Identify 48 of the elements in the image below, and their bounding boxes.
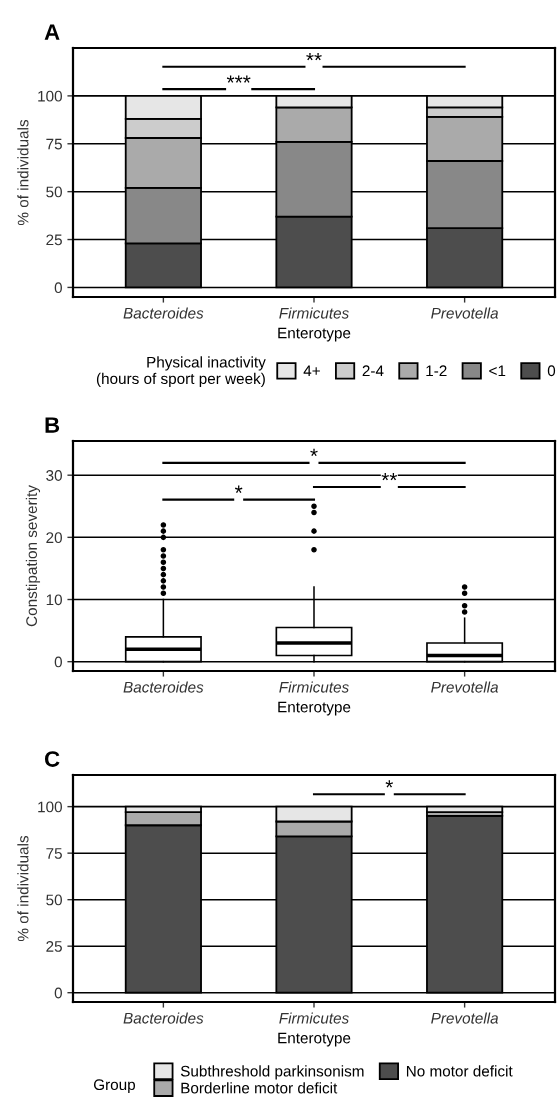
x-tick-label: Prevotella bbox=[431, 681, 499, 693]
y-tick-label: 0 bbox=[54, 656, 62, 668]
legend-label: 1-2 bbox=[426, 365, 447, 377]
x-tick-label: Prevotella bbox=[431, 1012, 499, 1024]
y-tick-label: 30 bbox=[46, 470, 62, 481]
annotation: ** bbox=[306, 53, 322, 61]
chart-title: B bbox=[45, 417, 60, 433]
legend-label: 0 bbox=[547, 365, 556, 377]
legend-label: <1 bbox=[489, 365, 506, 377]
legend-title: Physical inactivity (hours of sport per week) bbox=[96, 356, 266, 388]
x-tick-label: Bacteroides bbox=[123, 307, 204, 319]
y-tick-label: 25 bbox=[46, 941, 62, 952]
x-axis-title: Enterotype bbox=[278, 701, 351, 716]
x-tick-label: Bacteroides bbox=[123, 1012, 204, 1024]
legend-label: No motor deficit bbox=[406, 1065, 513, 1077]
annotation: ** bbox=[381, 472, 398, 481]
y-tick-label: 20 bbox=[46, 532, 62, 544]
chart-title: A bbox=[44, 24, 60, 40]
y-tick-label: 50 bbox=[46, 894, 62, 906]
legend-label: 2-4 bbox=[362, 365, 384, 377]
x-tick-label: Firmicutes bbox=[279, 681, 349, 693]
x-axis-title: Enterotype bbox=[278, 1032, 351, 1047]
y-tick-label: 75 bbox=[46, 848, 62, 859]
x-tick-label: Prevotella bbox=[431, 307, 499, 319]
legend-title: Group bbox=[93, 1079, 136, 1094]
y-tick-label: 0 bbox=[54, 282, 62, 294]
legend-label: Subthreshold parkinsonism bbox=[180, 1065, 364, 1080]
annotation: * bbox=[385, 780, 394, 788]
legend-label: Borderline motor deficit bbox=[181, 1082, 338, 1094]
annotation: * bbox=[234, 485, 243, 493]
y-tick-label: 25 bbox=[46, 234, 62, 246]
y-axis-title: Constipation severity bbox=[25, 485, 41, 627]
y-tick-label: 0 bbox=[54, 987, 62, 999]
y-tick-label: 10 bbox=[46, 594, 62, 606]
y-tick-label: 100 bbox=[38, 801, 62, 813]
x-axis-title: Enterotype bbox=[278, 327, 351, 342]
annotation: *** bbox=[226, 75, 251, 83]
y-tick-label: 100 bbox=[38, 90, 62, 102]
y-axis-title: % of individuals bbox=[17, 835, 29, 942]
chart-title: C bbox=[44, 751, 60, 767]
x-tick-label: Firmicutes bbox=[279, 307, 349, 319]
y-tick-label: 50 bbox=[46, 186, 62, 198]
y-axis-title: % of individuals bbox=[17, 119, 29, 226]
x-tick-label: Firmicutes bbox=[279, 1012, 349, 1024]
annotation: * bbox=[310, 448, 318, 457]
x-tick-label: Bacteroides bbox=[123, 681, 204, 693]
legend-label: 4+ bbox=[303, 365, 320, 377]
y-tick-label: 75 bbox=[46, 138, 62, 150]
